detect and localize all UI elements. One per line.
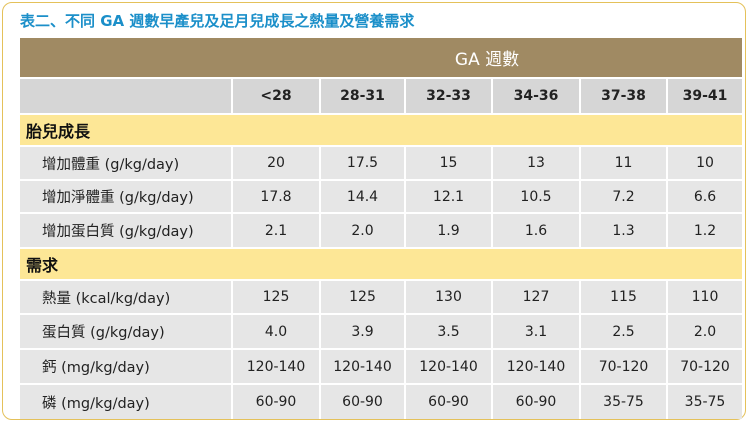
table-cell: 17.5 xyxy=(319,145,405,180)
table-cell: 2.1 xyxy=(231,212,320,248)
table-cell: 120-140 xyxy=(491,348,580,384)
table-cell: 1.2 xyxy=(666,212,742,248)
table-cell: 125 xyxy=(231,279,320,314)
table-cell: 120-140 xyxy=(319,348,405,384)
table-cell: 4.0 xyxy=(231,313,320,349)
ga-header-blank xyxy=(20,38,232,78)
table-cell: 3.5 xyxy=(404,313,492,349)
column-header-row: <28 28-31 32-33 34-36 37-38 39-41 xyxy=(20,77,742,114)
table-cell: 3.9 xyxy=(319,313,405,349)
table-row: 熱量 (kcal/kg/day) 125 125 130 127 115 110 xyxy=(20,279,742,314)
table-cell: 60-90 xyxy=(404,383,492,419)
table-cell: 14.4 xyxy=(319,179,405,213)
section-row-requirements: 需求 xyxy=(20,247,742,280)
table-row: 增加蛋白質 (g/kg/day) 2.1 2.0 1.9 1.6 1.3 1.2 xyxy=(20,212,742,248)
table-cell: 11 xyxy=(579,145,667,180)
table-cell: 120-140 xyxy=(404,348,492,384)
column-header: 39-41 xyxy=(666,77,742,114)
table-cell: 15 xyxy=(404,145,492,180)
table-cell: 70-120 xyxy=(666,348,742,384)
table-title: 表二、不同 GA 週數早產兒及足月兒成長之熱量及營養需求 xyxy=(20,12,415,30)
table-cell: 3.1 xyxy=(491,313,580,349)
table-cell: 110 xyxy=(666,279,742,314)
row-label: 鈣 (mg/kg/day) xyxy=(20,348,232,384)
table-row: 增加體重 (g/kg/day) 20 17.5 15 13 11 10 xyxy=(20,145,742,180)
table-row: 蛋白質 (g/kg/day) 4.0 3.9 3.5 3.1 2.5 2.0 xyxy=(20,313,742,349)
ga-header-row: GA 週數 xyxy=(20,38,742,78)
table-cell: 2.5 xyxy=(579,313,667,349)
column-header: <28 xyxy=(231,77,320,114)
table-cell: 35-75 xyxy=(666,383,742,419)
table-cell: 60-90 xyxy=(231,383,320,419)
table-cell: 20 xyxy=(231,145,320,180)
nutrition-table: GA 週數 <28 28-31 32-33 34-36 37-38 39-41 … xyxy=(20,38,742,419)
table-row: 增加淨體重 (g/kg/day) 17.8 14.4 12.1 10.5 7.2… xyxy=(20,179,742,213)
column-header: 34-36 xyxy=(491,77,580,114)
table-cell: 1.6 xyxy=(491,212,580,248)
row-label: 增加淨體重 (g/kg/day) xyxy=(20,179,232,213)
table-cell: 1.3 xyxy=(579,212,667,248)
column-header-blank xyxy=(20,77,232,114)
row-label: 熱量 (kcal/kg/day) xyxy=(20,279,232,314)
table-cell: 10.5 xyxy=(491,179,580,213)
table-cell: 6.6 xyxy=(666,179,742,213)
row-label: 磷 (mg/kg/day) xyxy=(20,383,232,419)
table-cell: 70-120 xyxy=(579,348,667,384)
table-row: 鈣 (mg/kg/day) 120-140 120-140 120-140 12… xyxy=(20,348,742,384)
row-label: 增加體重 (g/kg/day) xyxy=(20,145,232,180)
section-row-fetal-growth: 胎兒成長 xyxy=(20,113,742,146)
table-cell: 60-90 xyxy=(491,383,580,419)
table-cell: 7.2 xyxy=(579,179,667,213)
table-cell: 10 xyxy=(666,145,742,180)
section-label: 需求 xyxy=(20,247,742,280)
table-cell: 125 xyxy=(319,279,405,314)
table-cell: 120-140 xyxy=(231,348,320,384)
table-cell: 12.1 xyxy=(404,179,492,213)
table-cell: 13 xyxy=(491,145,580,180)
column-header: 32-33 xyxy=(404,77,492,114)
table-cell: 2.0 xyxy=(319,212,405,248)
table-cell: 1.9 xyxy=(404,212,492,248)
table-cell: 35-75 xyxy=(579,383,667,419)
table-cell: 17.8 xyxy=(231,179,320,213)
table-cell: 115 xyxy=(579,279,667,314)
table-cell: 127 xyxy=(491,279,580,314)
table-cell: 60-90 xyxy=(319,383,405,419)
ga-header: GA 週數 xyxy=(232,38,742,78)
row-label: 增加蛋白質 (g/kg/day) xyxy=(20,212,232,248)
table-cell: 2.0 xyxy=(666,313,742,349)
section-label: 胎兒成長 xyxy=(20,113,742,146)
table-cell: 130 xyxy=(404,279,492,314)
column-header: 28-31 xyxy=(319,77,405,114)
row-label: 蛋白質 (g/kg/day) xyxy=(20,313,232,349)
column-header: 37-38 xyxy=(579,77,667,114)
table-row: 磷 (mg/kg/day) 60-90 60-90 60-90 60-90 35… xyxy=(20,383,742,419)
